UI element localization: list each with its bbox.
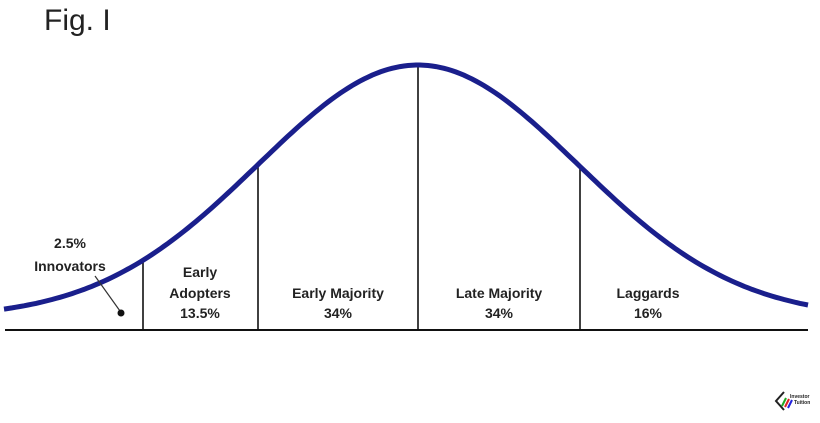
bell-curve [3,62,809,312]
late-majority-label: Late Majority [456,285,543,301]
early-adopters-label-2: Adopters [169,285,231,301]
svg-text:Investor: Investor [790,394,810,400]
laggards-label: Laggards [616,285,679,301]
innovators-dot [117,309,125,317]
innovators-label: Innovators [34,258,106,274]
early-adopters-percent: 13.5% [180,305,220,321]
late-majority-percent: 34% [485,305,514,321]
svg-text:Tuition: Tuition [794,400,810,406]
early-majority-percent: 34% [324,305,353,321]
figure-title: Fig. I [44,4,111,37]
early-adopters-label-1: Early [183,264,217,280]
laggards-percent: 16% [634,305,663,321]
early-majority-label: Early Majority [292,285,384,301]
innovators-percent: 2.5% [54,235,86,251]
innovators-leader-line [94,275,121,312]
investor-tuition-logo: Investor Tuition [774,391,810,411]
